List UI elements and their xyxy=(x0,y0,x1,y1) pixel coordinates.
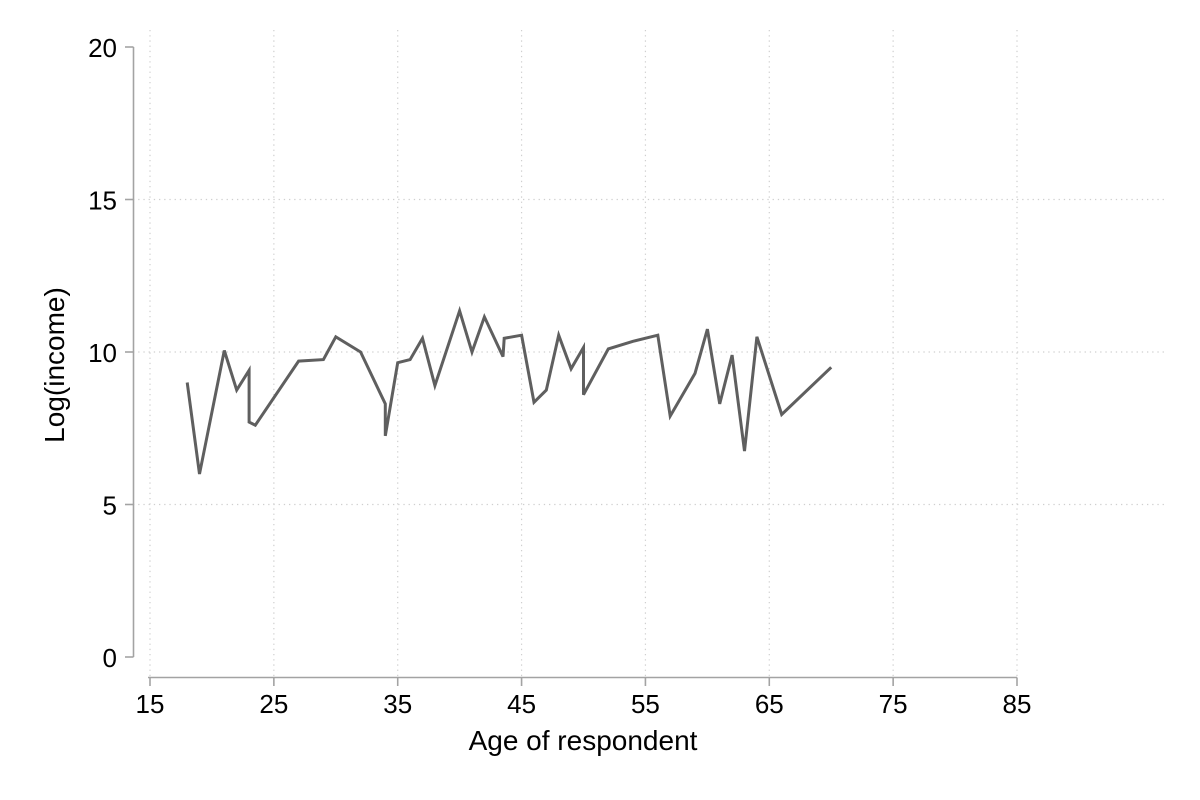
y-tick-label: 10 xyxy=(88,338,117,368)
x-tick-label: 15 xyxy=(136,689,165,719)
x-tick-label: 65 xyxy=(755,689,784,719)
income-line-series xyxy=(185,305,833,475)
x-tick-label: 75 xyxy=(879,689,908,719)
x-tick-label: 45 xyxy=(507,689,536,719)
y-tick-label: 20 xyxy=(88,33,117,63)
x-axis-title: Age of respondent xyxy=(469,725,698,756)
y-axis: 0 5 10 15 20 xyxy=(88,33,135,673)
y-tick-label: 15 xyxy=(88,186,117,216)
x-tick-label: 35 xyxy=(383,689,412,719)
x-axis: 15 25 35 45 55 65 75 85 xyxy=(136,676,1032,719)
horizontal-gridlines xyxy=(133,198,1167,506)
vertical-gridlines xyxy=(149,30,1018,677)
y-tick-label: 0 xyxy=(103,643,117,673)
x-tick-label: 55 xyxy=(631,689,660,719)
x-tick-label: 25 xyxy=(259,689,288,719)
y-axis-title: Log(income) xyxy=(39,287,70,443)
y-tick-label: 5 xyxy=(103,491,117,521)
x-tick-label: 85 xyxy=(1003,689,1032,719)
